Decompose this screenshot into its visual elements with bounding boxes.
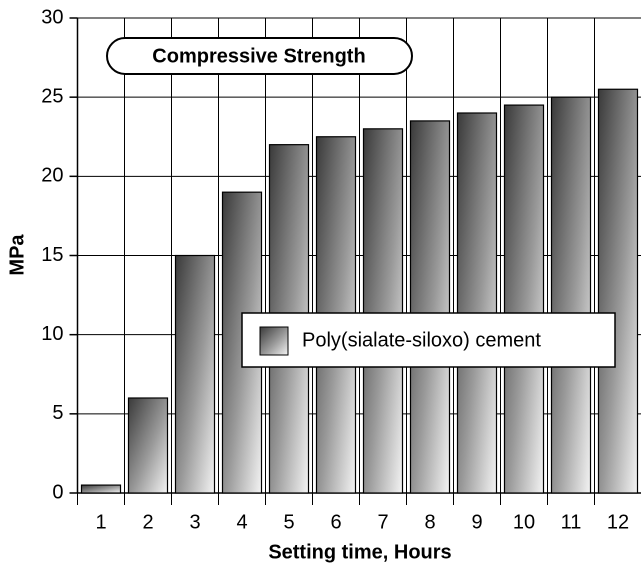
x-tick-label: 12	[607, 511, 629, 533]
bar	[550, 96, 592, 494]
y-tick-label: 0	[52, 481, 63, 503]
x-tick-label: 10	[513, 511, 535, 533]
x-tick-label: 7	[377, 511, 388, 533]
chart-title: Compressive Strength	[152, 45, 365, 67]
legend-label: Poly(sialate-siloxo) cement	[302, 329, 541, 351]
x-tick-label: 11	[561, 511, 582, 533]
title-box	[106, 37, 413, 75]
x-tick-label: 1	[95, 511, 106, 533]
bar	[503, 104, 545, 494]
y-tick-label: 5	[52, 402, 63, 424]
legend-box	[241, 312, 616, 368]
x-tick-label: 3	[189, 511, 200, 533]
x-tick-label: 6	[330, 511, 341, 533]
x-tick-label: 8	[424, 511, 435, 533]
y-tick-label: 20	[41, 165, 63, 187]
x-axis-label: Setting time, Hours	[268, 541, 451, 563]
bar	[80, 484, 122, 494]
bar	[456, 112, 498, 494]
bar	[409, 120, 451, 494]
y-tick-label: 30	[41, 6, 63, 28]
y-axis-label: MPa	[6, 234, 28, 276]
x-tick-label: 4	[236, 511, 247, 533]
bar	[174, 254, 216, 494]
y-tick-label: 10	[41, 323, 63, 345]
x-tick-label: 9	[471, 511, 482, 533]
bar	[597, 88, 639, 494]
y-tick-label: 25	[41, 85, 63, 107]
y-tick-label: 15	[41, 244, 63, 266]
x-tick-label: 2	[142, 511, 153, 533]
x-tick-label: 5	[283, 511, 294, 533]
bar	[127, 397, 169, 494]
legend-swatch	[259, 326, 289, 356]
bar	[362, 128, 404, 494]
